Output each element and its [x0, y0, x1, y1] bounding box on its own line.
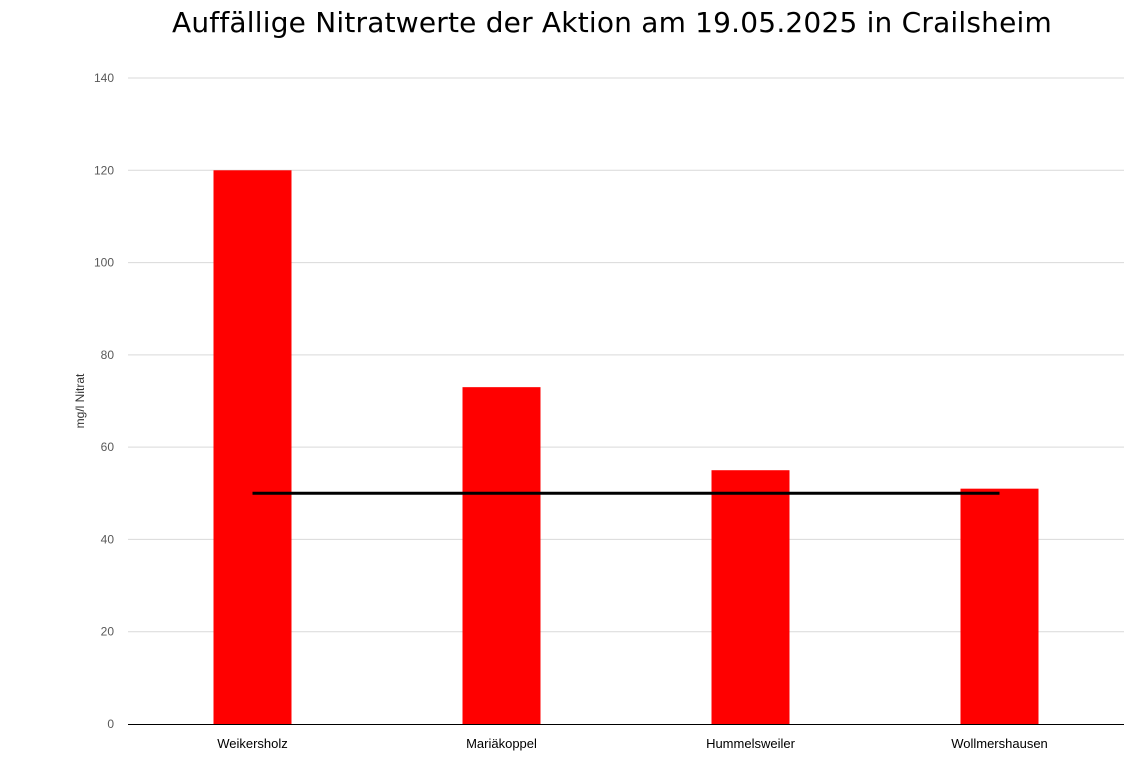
x-tick-label: Hummelsweiler [706, 736, 796, 751]
y-tick-label: 60 [101, 440, 115, 454]
chart-title: Auffällige Nitratwerte der Aktion am 19.… [172, 6, 1052, 39]
y-tick-label: 100 [94, 256, 114, 270]
y-axis-title: mg/l Nitrat [73, 373, 87, 428]
bar-weikersholz [213, 170, 292, 725]
labels: 0 20 40 60 80 100 120 140 Weikersholz Mariäkoppel… [94, 71, 1048, 751]
x-tick-label: Weikersholz [217, 736, 288, 751]
y-tick-label: 120 [94, 163, 114, 177]
bars [213, 170, 1039, 725]
bar-hummelsweiler [711, 470, 790, 724]
bar-mariäkoppel [462, 387, 541, 724]
gridlines [128, 77, 1124, 633]
x-tick-label: Wollmershausen [951, 736, 1048, 751]
y-tick-label: 0 [107, 717, 114, 731]
y-tick-label: 80 [101, 348, 115, 362]
bar-wollmershausen [960, 488, 1039, 724]
y-tick-label: 20 [101, 625, 115, 639]
x-tick-label: Mariäkoppel [466, 736, 537, 751]
y-tick-label: 140 [94, 71, 114, 85]
y-tick-label: 40 [101, 532, 115, 546]
